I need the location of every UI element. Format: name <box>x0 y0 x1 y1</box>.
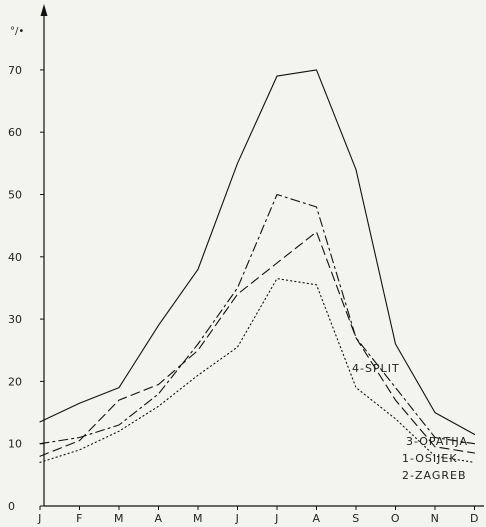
series-label: 2-ZAGREB <box>402 469 467 482</box>
series-line-3-opatija <box>39 193 476 445</box>
x-tick-label: M <box>193 512 203 525</box>
y-tick: 0 <box>8 500 44 513</box>
y-tick: 50 <box>8 189 44 202</box>
x-tick-label: A <box>312 512 320 525</box>
x-tick: M <box>193 506 203 525</box>
y-tick-label: 60 <box>8 126 22 139</box>
y-tick: 30 <box>8 313 44 326</box>
y-tick-label: 70 <box>8 64 22 77</box>
y-tick: 40 <box>8 251 44 264</box>
x-tick: A <box>312 506 320 525</box>
series-label: 1-OSIJEK <box>402 452 458 465</box>
series-line-2-zagreb <box>39 278 476 463</box>
series-labels: 4-SPLIT 3-OPATIJA 1-OSIJEK 2-ZAGREB <box>352 362 468 482</box>
x-tick-label: J <box>274 512 279 525</box>
y-tick-label: 50 <box>8 189 22 202</box>
x-tick: O <box>391 506 400 525</box>
x-tick-label: M <box>114 512 124 525</box>
x-tick-label: J <box>235 512 240 525</box>
axes: °/• <box>10 4 484 507</box>
series-label: 3-OPATIJA <box>406 435 468 448</box>
x-tick-label: A <box>154 512 162 525</box>
x-tick: F <box>76 506 83 525</box>
x-tick: D <box>470 506 479 525</box>
y-tick-label: 30 <box>8 313 22 326</box>
x-tick: J <box>274 506 279 525</box>
x-tick: N <box>431 506 440 525</box>
y-tick: 10 <box>8 438 44 451</box>
x-tick-label: O <box>391 512 400 525</box>
series-line-4-split <box>39 69 476 435</box>
x-tick: S <box>352 506 359 525</box>
y-tick-label: 20 <box>8 375 22 388</box>
x-tick-label: D <box>470 512 479 525</box>
series-label: 4-SPLIT <box>352 362 400 375</box>
y-ticks: 0 10 20 30 40 50 60 70 <box>8 64 44 513</box>
x-tick-label: J <box>37 512 42 525</box>
y-tick: 60 <box>8 126 44 139</box>
y-axis-unit: °/• <box>10 26 24 37</box>
y-axis-arrow <box>40 4 48 16</box>
y-tick-label: 40 <box>8 251 22 264</box>
series-lines <box>39 69 476 463</box>
x-tick-label: F <box>76 512 83 525</box>
x-tick: A <box>154 506 162 525</box>
y-tick-label: 0 <box>8 500 15 513</box>
x-tick: J <box>37 506 42 525</box>
x-tick-label: S <box>352 512 359 525</box>
x-tick: M <box>114 506 124 525</box>
y-tick-label: 10 <box>8 438 22 451</box>
x-tick-label: N <box>431 512 440 525</box>
series-line-1-osijek <box>39 231 476 457</box>
y-tick: 20 <box>8 375 44 388</box>
x-tick: J <box>235 506 240 525</box>
y-tick: 70 <box>8 64 44 77</box>
